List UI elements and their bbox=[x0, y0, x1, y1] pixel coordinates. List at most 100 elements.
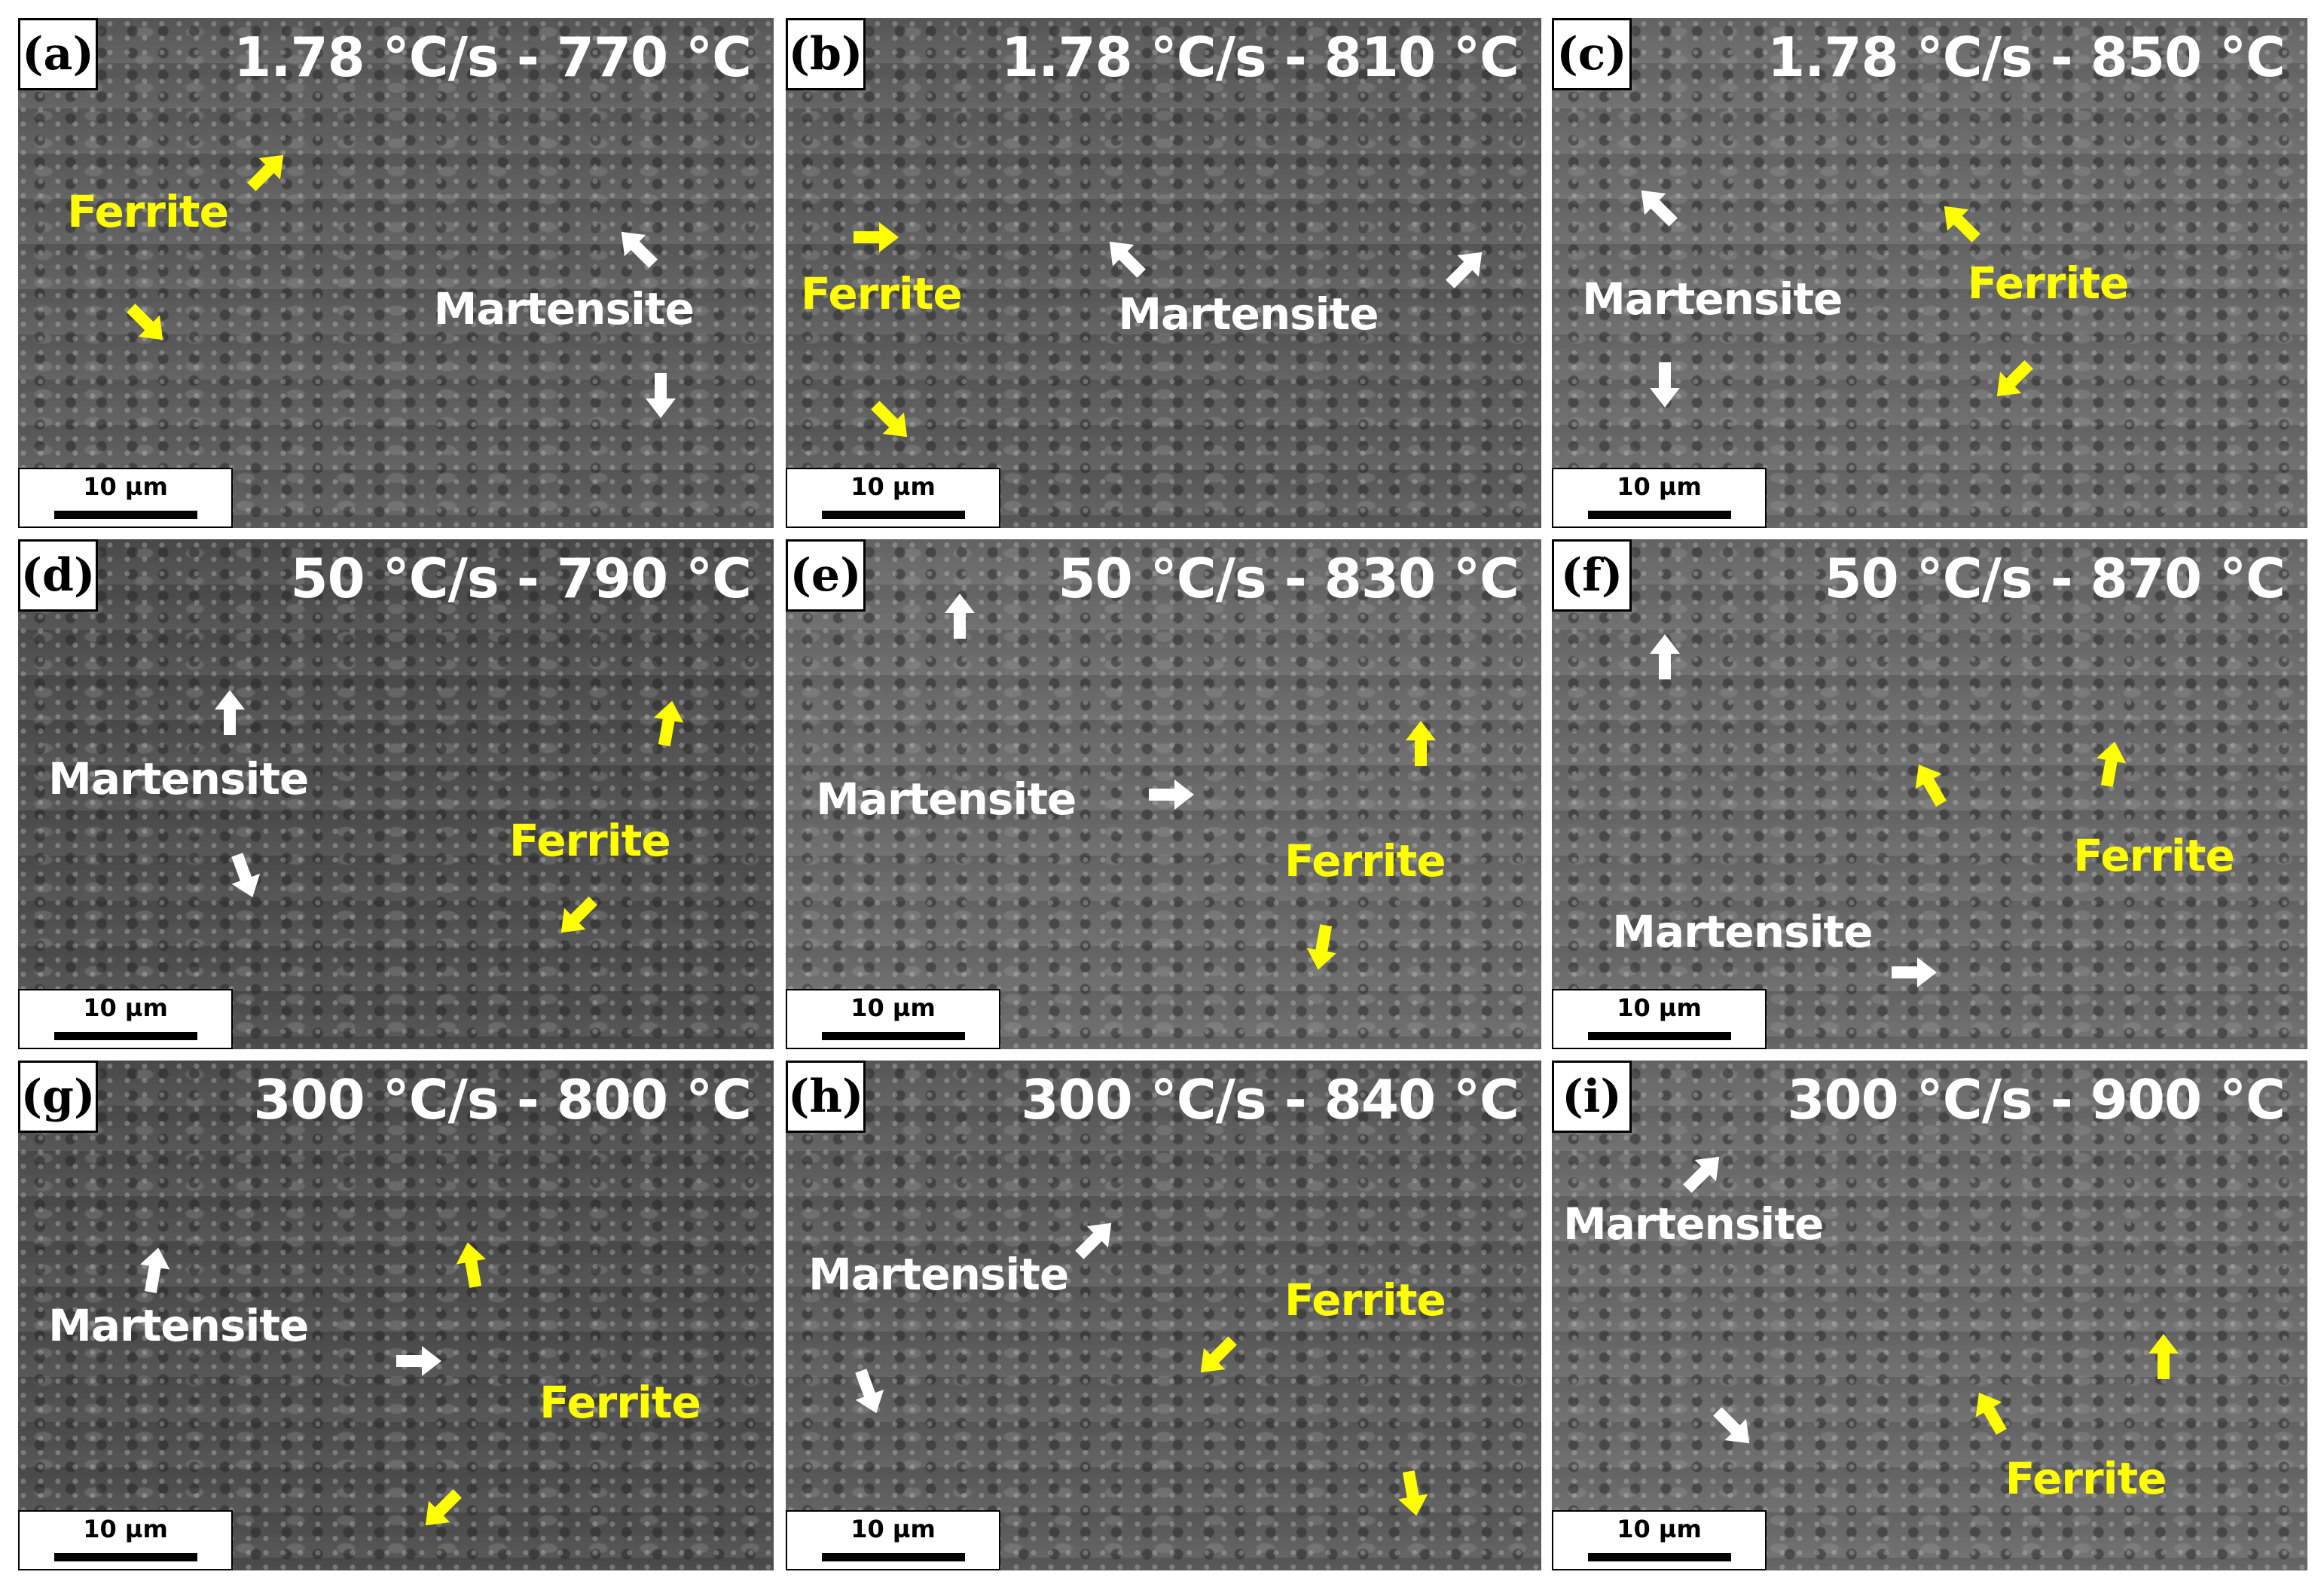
panel-title: 300 °C/s - 800 °C bbox=[253, 1068, 752, 1131]
martensite-arrow-icon bbox=[1650, 633, 1681, 679]
scale-bar-label: 10 µm bbox=[1617, 472, 1702, 501]
martensite-arrow-icon bbox=[1892, 957, 1938, 988]
scale-bar-label: 10 µm bbox=[83, 472, 168, 501]
scale-bar-line bbox=[822, 1032, 965, 1040]
micrograph-panel: (a) 1.78 °C/s - 770 °C Martensite Ferrite 10… bbox=[18, 18, 774, 528]
martensite-arrow-icon bbox=[139, 1247, 169, 1293]
ferrite-label: Ferrite bbox=[1284, 835, 1446, 887]
martensite-arrow-icon bbox=[1641, 191, 1678, 227]
scale-bar-line bbox=[54, 511, 197, 519]
scale-bar-line bbox=[54, 1553, 197, 1561]
martensite-arrow-icon bbox=[214, 690, 245, 736]
micrograph-panel: (i) 300 °C/s - 900 °C Martensite Ferrite 10 … bbox=[1552, 1061, 2307, 1570]
scale-bar-line bbox=[1588, 1553, 1731, 1561]
micrograph-panel: (e) 50 °C/s - 830 °C Martensite Ferrite 10 µ… bbox=[786, 539, 1541, 1049]
martensite-arrow-icon bbox=[855, 1369, 884, 1414]
scale-bar-label: 10 µm bbox=[1617, 993, 1702, 1022]
martensite-arrow-icon bbox=[231, 852, 261, 898]
panel-label: (c) bbox=[1552, 18, 1632, 90]
ferrite-arrow-icon bbox=[126, 304, 163, 340]
micrograph-panel: (c) 1.78 °C/s - 850 °C Martensite Ferrite 10… bbox=[1552, 18, 2307, 528]
martensite-label: Martensite bbox=[48, 1300, 309, 1352]
ferrite-label: Ferrite bbox=[508, 814, 671, 866]
scale-bar: 10 µm bbox=[786, 989, 1000, 1049]
panel-title: 1.78 °C/s - 770 °C bbox=[234, 26, 752, 89]
ferrite-arrow-icon bbox=[1915, 764, 1947, 807]
panel-title: 50 °C/s - 870 °C bbox=[1824, 547, 2286, 610]
ferrite-arrow-icon bbox=[2096, 741, 2127, 787]
martensite-label: Martensite bbox=[816, 774, 1076, 826]
ferrite-arrow-icon bbox=[1996, 359, 2033, 396]
panel-title: 300 °C/s - 900 °C bbox=[1787, 1068, 2286, 1131]
panel-label: (h) bbox=[786, 1061, 866, 1133]
martensite-label: Martensite bbox=[433, 283, 695, 335]
scale-bar-line bbox=[1588, 511, 1731, 519]
ferrite-arrow-icon bbox=[561, 896, 598, 933]
martensite-arrow-icon bbox=[1148, 779, 1194, 810]
scale-bar-label: 10 µm bbox=[851, 993, 936, 1022]
panel-title: 300 °C/s - 840 °C bbox=[1021, 1068, 1519, 1131]
ferrite-arrow-icon bbox=[1975, 1393, 2007, 1436]
scale-bar: 10 µm bbox=[786, 1510, 1000, 1570]
martensite-arrow-icon bbox=[1682, 1156, 1719, 1193]
scale-bar: 10 µm bbox=[786, 468, 1000, 528]
panel-label: (e) bbox=[786, 539, 866, 612]
martensite-arrow-icon bbox=[1445, 252, 1482, 288]
martensite-label: Martensite bbox=[1118, 288, 1379, 340]
ferrite-arrow-icon bbox=[1944, 206, 1980, 243]
ferrite-arrow-icon bbox=[1405, 720, 1436, 766]
ferrite-arrow-icon bbox=[1306, 923, 1337, 970]
martensite-arrow-icon bbox=[645, 372, 676, 418]
scale-bar: 10 µm bbox=[18, 1510, 233, 1570]
martensite-label: Martensite bbox=[808, 1249, 1069, 1301]
scale-bar: 10 µm bbox=[1552, 989, 1767, 1049]
martensite-label: Martensite bbox=[1582, 273, 1843, 325]
scale-bar-line bbox=[54, 1032, 197, 1040]
ferrite-label: Ferrite bbox=[1967, 258, 2130, 310]
ferrite-arrow-icon bbox=[247, 154, 284, 191]
panel-label: (b) bbox=[786, 18, 866, 90]
panel-title: 1.78 °C/s - 810 °C bbox=[1001, 26, 1519, 89]
scale-bar-label: 10 µm bbox=[851, 1515, 936, 1543]
ferrite-arrow-icon bbox=[1200, 1335, 1237, 1372]
micrograph-panel: (d) 50 °C/s - 790 °C Martensite Ferrite 10 µ… bbox=[18, 539, 774, 1049]
ferrite-arrow-icon bbox=[854, 222, 899, 253]
ferrite-arrow-icon bbox=[425, 1488, 462, 1525]
micrograph-panel: (g) 300 °C/s - 800 °C Martensite Ferrite 10 … bbox=[18, 1061, 774, 1570]
scale-bar-label: 10 µm bbox=[1617, 1515, 1702, 1543]
micrograph-panel: (b) 1.78 °C/s - 810 °C Martensite Ferrite 10… bbox=[786, 18, 1541, 528]
micrograph-panel: (f) 50 °C/s - 870 °C Martensite Ferrite 10 µ… bbox=[1552, 539, 2307, 1049]
martensite-label: Martensite bbox=[1563, 1198, 1824, 1250]
scale-bar: 10 µm bbox=[1552, 468, 1767, 528]
panel-title: 1.78 °C/s - 850 °C bbox=[1767, 26, 2286, 89]
ferrite-label: Ferrite bbox=[1284, 1274, 1446, 1326]
ferrite-label: Ferrite bbox=[801, 267, 963, 319]
panel-label: (g) bbox=[18, 1061, 98, 1133]
scale-bar: 10 µm bbox=[1552, 1510, 1767, 1570]
ferrite-label: Ferrite bbox=[2073, 829, 2235, 881]
scale-bar-label: 10 µm bbox=[851, 472, 936, 501]
panel-title: 50 °C/s - 790 °C bbox=[290, 547, 752, 610]
panel-label: (i) bbox=[1552, 1061, 1632, 1133]
scale-bar: 10 µm bbox=[18, 989, 233, 1049]
ferrite-label: Ferrite bbox=[2005, 1453, 2167, 1505]
panel-title: 50 °C/s - 830 °C bbox=[1058, 547, 1519, 610]
ferrite-label: Ferrite bbox=[539, 1376, 701, 1428]
scale-bar: 10 µm bbox=[18, 468, 233, 528]
martensite-arrow-icon bbox=[1110, 241, 1147, 279]
scale-bar-line bbox=[822, 511, 965, 519]
scale-bar-line bbox=[822, 1553, 965, 1561]
martensite-arrow-icon bbox=[395, 1346, 441, 1377]
ferrite-arrow-icon bbox=[653, 700, 683, 746]
scale-bar-label: 10 µm bbox=[83, 1515, 168, 1543]
micrograph-panel: (h) 300 °C/s - 840 °C Martensite Ferrite 10 … bbox=[786, 1061, 1541, 1570]
martensite-arrow-icon bbox=[1075, 1222, 1112, 1259]
panel-label: (a) bbox=[18, 18, 98, 90]
martensite-arrow-icon bbox=[1650, 362, 1681, 408]
ferrite-arrow-icon bbox=[871, 400, 908, 438]
martensite-arrow-icon bbox=[1712, 1407, 1749, 1444]
martensite-arrow-icon bbox=[944, 593, 975, 639]
scale-bar-label: 10 µm bbox=[83, 993, 168, 1022]
panel-label: (f) bbox=[1552, 539, 1632, 612]
martensite-arrow-icon bbox=[621, 231, 658, 268]
